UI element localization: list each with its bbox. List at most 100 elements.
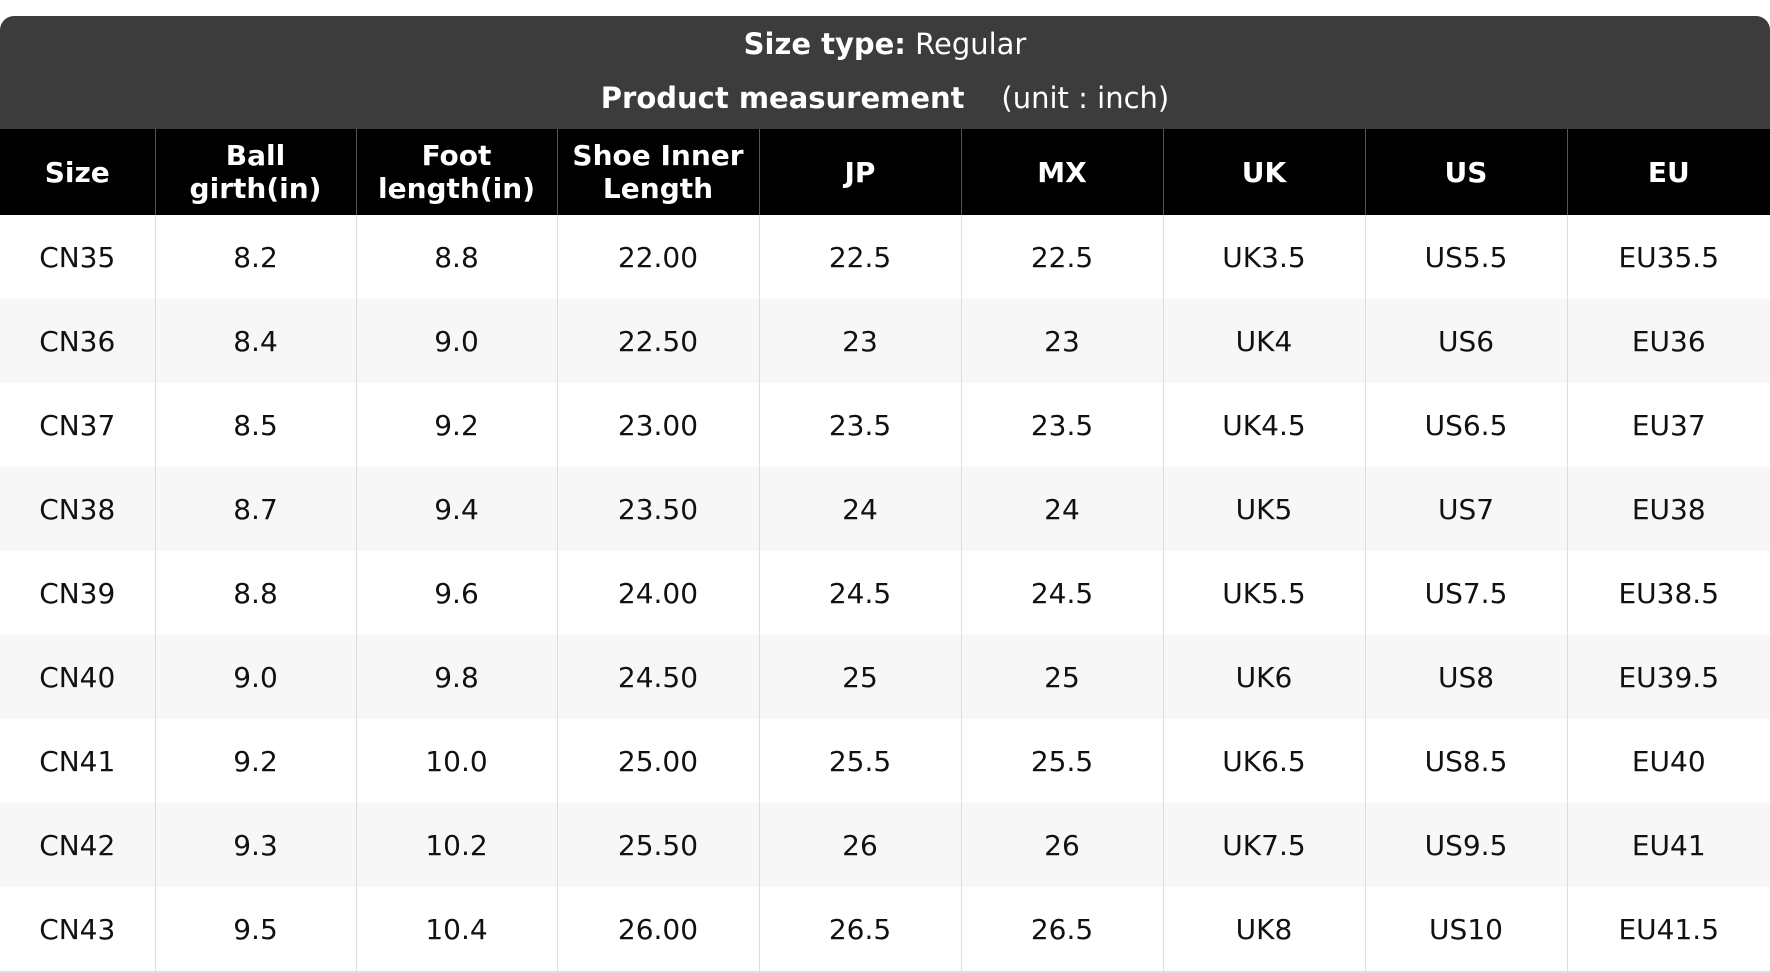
table-cell: US8.5 [1364, 719, 1567, 803]
size-type-label: Size type: [743, 27, 906, 61]
table-cell: 25.5 [960, 719, 1163, 803]
table-cell: 24 [758, 467, 961, 551]
table-cell: US8 [1364, 635, 1567, 719]
table-cell: 25 [758, 635, 961, 719]
table-row: CN41 9.2 10.0 25.00 25.5 25.5 UK6.5 US8.5 EU40 [0, 719, 1770, 803]
table-cell: 22.5 [960, 215, 1163, 299]
table-row: CN35 8.2 8.8 22.00 22.5 22.5 UK3.5 US5.5 EU35.5 [0, 215, 1770, 299]
table-cell: EU36 [1566, 299, 1770, 383]
column-header: Shoe Inner Length [556, 129, 759, 215]
unit-label: (unit : inch) [1001, 81, 1170, 115]
table-cell: CN35 [39, 240, 116, 274]
column-header: Ball girth(in) [154, 129, 356, 215]
table-cell: 25 [960, 635, 1163, 719]
table-cell: 26 [758, 803, 961, 887]
size-type-line: Size type: Regular [0, 16, 1770, 72]
table-cell: UK7.5 [1162, 803, 1365, 887]
table-cell: EU41 [1566, 803, 1770, 887]
table-cell: 24.50 [556, 635, 759, 719]
table-cell: US6.5 [1364, 383, 1567, 467]
table-cell: US9.5 [1364, 803, 1567, 887]
size-table: Size Ball girth(in) Foot length(in) Shoe In… [0, 129, 1770, 973]
table-cell: 23 [758, 299, 961, 383]
table-cell: UK3.5 [1162, 215, 1365, 299]
table-cell: 9.6 [355, 551, 557, 635]
table-cell: 22.5 [758, 215, 961, 299]
measurement-label: Product measurement [600, 81, 965, 115]
table-cell: UK6.5 [1162, 719, 1365, 803]
table-cell: 8.4 [154, 299, 356, 383]
table-cell: US7 [1364, 467, 1567, 551]
column-header: JP [758, 129, 961, 215]
table-row: CN39 8.8 9.6 24.00 24.5 24.5 UK5.5 US7.5 EU38.5 [0, 551, 1770, 635]
chart-header: Size type: Regular Product measurement (… [0, 16, 1770, 129]
table-cell: 8.2 [154, 215, 356, 299]
table-cell: US7.5 [1364, 551, 1567, 635]
table-cell: 24 [960, 467, 1163, 551]
table-cell: US5.5 [1364, 215, 1567, 299]
header-row: Size Ball girth(in) Foot length(in) Shoe In… [0, 129, 1770, 215]
table-cell: CN39 [39, 576, 116, 610]
table-cell: 8.8 [154, 551, 356, 635]
table-cell: 8.5 [154, 383, 356, 467]
table-cell: CN37 [39, 408, 116, 442]
table-row: CN36 8.4 9.0 22.50 23 23 UK4 US6 EU36 [0, 299, 1770, 383]
table-cell: EU39.5 [1566, 635, 1770, 719]
table-cell: 8.7 [154, 467, 356, 551]
table-cell: 9.4 [355, 467, 557, 551]
table-cell: 25.5 [758, 719, 961, 803]
table-cell: 23.5 [758, 383, 961, 467]
table-cell: 26.00 [556, 887, 759, 973]
table-cell: 10.2 [355, 803, 557, 887]
table-cell: UK6 [1162, 635, 1365, 719]
table-cell: 9.2 [355, 383, 557, 467]
table-cell: 8.8 [355, 215, 557, 299]
table-cell: 22.00 [556, 215, 759, 299]
table-row: CN42 9.3 10.2 25.50 26 26 UK7.5 US9.5 EU41 [0, 803, 1770, 887]
table-cell: 25.00 [556, 719, 759, 803]
measurement-line: Product measurement (unit : inch) [0, 72, 1770, 128]
column-header: US [1364, 129, 1567, 215]
table-cell: EU38 [1566, 467, 1770, 551]
table-cell: US6 [1364, 299, 1567, 383]
table-cell: 9.8 [355, 635, 557, 719]
table-cell: UK5 [1162, 467, 1365, 551]
table-cell: CN43 [0, 887, 155, 973]
table-cell: 26 [960, 803, 1163, 887]
table-cell: 24.00 [556, 551, 759, 635]
size-chart: Size type: Regular Product measurement (… [0, 16, 1770, 973]
table-cell: 9.0 [154, 635, 356, 719]
table-cell: EU41.5 [1566, 887, 1770, 973]
table-cell: 23 [960, 299, 1163, 383]
table-cell: CN42 [0, 803, 155, 887]
column-header: EU [1566, 129, 1770, 215]
table-cell: CN38 [0, 467, 155, 551]
table-cell: US10 [1364, 887, 1567, 973]
table-cell: EU35.5 [1566, 215, 1770, 299]
table-cell: 23.5 [960, 383, 1163, 467]
table-cell: UK4.5 [1162, 383, 1365, 467]
table-cell: CN36 [0, 299, 155, 383]
table-cell: 22.50 [556, 299, 759, 383]
table-cell: 9.2 [154, 719, 356, 803]
table-cell: 9.0 [355, 299, 557, 383]
table-cell: EU40 [1566, 719, 1770, 803]
table-cell: UK5.5 [1162, 551, 1365, 635]
column-header: MX [960, 129, 1163, 215]
table-cell: 10.4 [355, 887, 557, 973]
column-header: Size [0, 129, 155, 215]
table-cell: 25.50 [556, 803, 759, 887]
table-cell: 9.5 [154, 887, 356, 973]
table-cell: 24.5 [960, 551, 1163, 635]
table-cell: 24.5 [758, 551, 961, 635]
table-cell: 26.5 [758, 887, 961, 973]
table-row: CN37 8.5 9.2 23.00 23.5 23.5 UK4.5 US6.5 EU37 [0, 383, 1770, 467]
column-header: Foot length(in) [355, 129, 557, 215]
table-cell: 26.5 [960, 887, 1163, 973]
table-cell: UK4 [1162, 299, 1365, 383]
table-cell: 9.3 [154, 803, 356, 887]
table-row: CN38 8.7 9.4 23.50 24 24 UK5 US7 EU38 [0, 467, 1770, 551]
table-cell: EU38.5 [1566, 551, 1770, 635]
table-cell: 23.50 [556, 467, 759, 551]
